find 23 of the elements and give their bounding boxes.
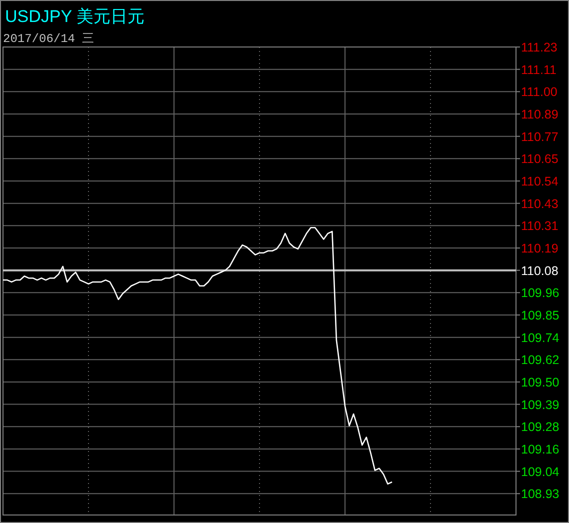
ytick: 110.19: [521, 242, 558, 256]
ytick: 109.85: [521, 308, 560, 322]
ytick: 110.31: [521, 219, 558, 234]
ytick: 110.43: [521, 196, 558, 211]
ytick: 109.50: [521, 375, 560, 390]
title: USDJPY 美元日元: [5, 7, 144, 26]
ytick: 109.28: [521, 420, 560, 434]
ytick: 108.93: [521, 487, 560, 502]
ytick: 111.23: [521, 40, 558, 54]
ytick: 109.96: [521, 286, 560, 300]
ytick: 110.89: [521, 108, 558, 122]
ytick: 109.62: [521, 353, 560, 368]
ytick: 110.77: [521, 130, 558, 144]
ytick: 109.16: [521, 442, 560, 456]
ytick: 109.39: [521, 398, 560, 412]
ytick: 111.00: [521, 85, 558, 100]
ytick: 110.65: [521, 152, 558, 166]
ytick: 109.74: [521, 330, 560, 345]
ytick: 110.08: [521, 264, 558, 278]
subtitle: 2017/06/14 三: [3, 32, 94, 46]
ytick: 110.54: [521, 174, 558, 188]
ytick: 109.04: [521, 464, 560, 479]
ytick: 111.11: [521, 62, 556, 77]
